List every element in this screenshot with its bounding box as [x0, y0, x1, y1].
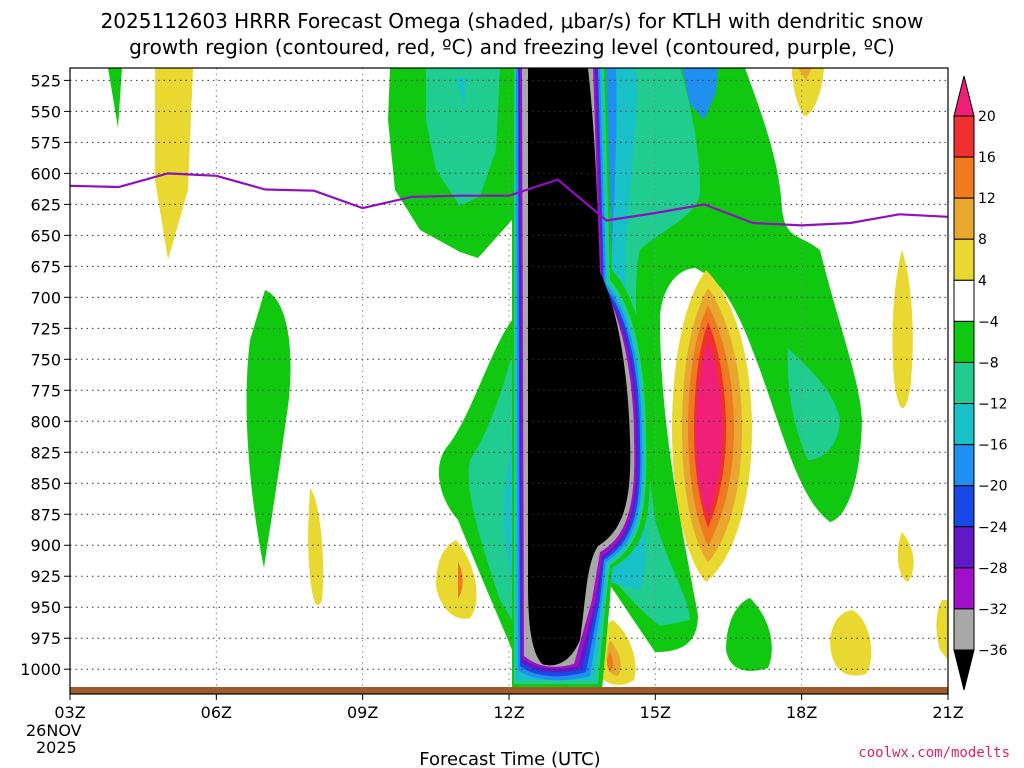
colorbar-label-1: 16: [978, 150, 996, 166]
colorbar-bottom-triangle: [953, 649, 975, 691]
colorbar-label-10: −24: [978, 520, 1008, 536]
y-tick-label-850: 850: [30, 474, 61, 493]
y-axis: 525 550 575 600 625 650 675 700 725 750 775 800 825 8…: [20, 71, 70, 679]
x-axis-date-line1: 26NOV: [26, 721, 82, 740]
y-tick-label-700: 700: [30, 288, 61, 307]
y-tick-label-925: 925: [30, 567, 61, 586]
x-axis-date-line2: 2025: [36, 738, 77, 757]
colorbar-swatch-4: [953, 238, 975, 281]
x-tick-label-09Z: 09Z: [347, 703, 378, 722]
colorbar-label-7: −12: [978, 397, 1008, 413]
y-tick-label-950: 950: [30, 598, 61, 617]
y-tick-label-725: 725: [30, 319, 61, 338]
y-tick-label-525: 525: [30, 71, 61, 90]
omega-plus8-blob-low-center: [458, 562, 463, 598]
terrain-ground-strip: [70, 687, 948, 694]
omega-minus12-upper-center: [456, 78, 466, 108]
omega-minus36-main-core: [528, 68, 631, 666]
omega-minus8-upper-center: [426, 68, 500, 206]
y-tick-label-750: 750: [30, 350, 61, 369]
omega-plus20-core-right: [696, 342, 722, 516]
colorbar-swatch-10: [953, 485, 975, 528]
omega-plus4-blob-low-center: [436, 540, 477, 619]
colorbar-swatch-11: [953, 526, 975, 569]
omega-minus8-right-lobe: [787, 348, 840, 460]
colorbar-swatch-2: [953, 156, 975, 199]
y-tick-label-675: 675: [30, 257, 61, 276]
colorbar-label-13: −36: [978, 643, 1008, 659]
x-tick-label-18Z: 18Z: [786, 703, 817, 722]
colorbar-swatch-7: [953, 361, 975, 405]
omega-plus4-blob-right-edge: [936, 600, 948, 660]
credit-text: coolwx.com/modelts: [858, 745, 1010, 761]
x-tick-label-15Z: 15Z: [640, 703, 671, 722]
colorbar-label-0: 20: [978, 109, 996, 125]
colorbar-swatch-5: [953, 279, 975, 322]
omega-shading: [108, 68, 948, 690]
y-tick-label-550: 550: [30, 102, 61, 121]
omega-plus8-blob-top-right: [798, 68, 812, 80]
y-tick-label-800: 800: [30, 412, 61, 431]
omega-minus8-lower-wing: [468, 355, 512, 620]
y-tick-label-650: 650: [30, 226, 61, 245]
y-tick-label-975: 975: [30, 629, 61, 648]
colorbar-label-11: −28: [978, 561, 1008, 577]
omega-plus4-blob-top-right: [792, 68, 824, 116]
omega-minus16-blob-upper-right: [682, 68, 718, 120]
colorbar-label-12: −32: [978, 602, 1008, 618]
colorbar-swatch-8: [953, 403, 975, 446]
y-tick-label-775: 775: [30, 381, 61, 400]
freezing-level-contour: [70, 172, 948, 227]
x-tick-label-03Z: 03Z: [54, 703, 85, 722]
gridlines: [70, 68, 948, 694]
y-tick-label-625: 625: [30, 195, 61, 214]
y-tick-label-825: 825: [30, 443, 61, 462]
chart-title-line1: 2025112603 HRRR Forecast Omega (shaded, …: [101, 9, 924, 33]
x-axis-label: Forecast Time (UTC): [419, 749, 600, 768]
omega-minus4-blob-bottom-right: [726, 598, 772, 671]
colorbar-swatch-1: [953, 115, 975, 158]
colorbar: 20 16 12 8 4 −4 −8 −12 −16 −20 −24 −28 −32 −36: [953, 75, 1008, 691]
colorbar-swatch-13: [953, 608, 975, 651]
omega-plus4-blob-bottom-right: [830, 610, 872, 676]
colorbar-swatch-6: [953, 320, 975, 363]
omega-minus4-blob-upper-left: [108, 68, 122, 128]
colorbar-label-9: −20: [978, 479, 1008, 495]
colorbar-label-6: −8: [978, 355, 999, 371]
omega-plus4-blob-small-right: [897, 532, 914, 582]
omega-plus4-blob-low-left: [308, 488, 324, 606]
y-tick-label-600: 600: [30, 164, 61, 183]
y-tick-label-1000: 1000: [20, 660, 61, 679]
x-tick-label-12Z: 12Z: [493, 703, 524, 722]
colorbar-label-8: −16: [978, 438, 1008, 454]
freezing-level-line: [70, 172, 948, 227]
colorbar-swatch-9: [953, 444, 975, 487]
chart-title-line2: growth region (contoured, red, ºC) and f…: [129, 35, 895, 59]
colorbar-label-2: 12: [978, 191, 996, 207]
colorbar-label-5: −4: [978, 314, 999, 330]
colorbar-label-4: 4: [978, 273, 987, 289]
colorbar-swatch-3: [953, 197, 975, 240]
y-tick-label-575: 575: [30, 133, 61, 152]
omega-plus4-blob-upper-left: [155, 68, 193, 260]
colorbar-swatch-12: [953, 567, 975, 610]
y-tick-label-875: 875: [30, 505, 61, 524]
y-tick-label-900: 900: [30, 536, 61, 555]
colorbar-label-3: 8: [978, 232, 987, 248]
x-axis: 03Z 06Z 09Z 12Z 15Z 18Z 21Z: [54, 694, 964, 722]
colorbar-top-triangle: [953, 75, 975, 117]
omega-plus4-blob-far-right: [892, 250, 913, 409]
omega-plus12-blob-low-right-of-core: [607, 652, 613, 672]
x-tick-label-06Z: 06Z: [201, 703, 232, 722]
x-tick-label-21Z: 21Z: [932, 703, 963, 722]
